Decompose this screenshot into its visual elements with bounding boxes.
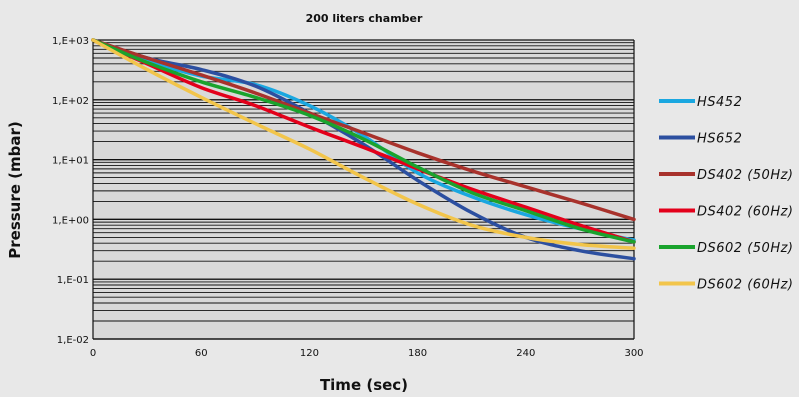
series-line-ds602-60hz [91, 38, 636, 250]
legend-label-hs452: HS452 [697, 95, 742, 110]
tick-labels: 0 60 120 180 240 300 1,E-02 1,E-01 1,E+00 1,E+01 1… [52, 36, 644, 359]
series-line-ds602-50hz [91, 38, 636, 244]
legend-label-ds402-50hz: DS402 (50Hz) [697, 168, 794, 183]
y-tick-label: 1,E+00 [52, 215, 89, 226]
x-tick-label: 180 [408, 348, 427, 359]
legend-label-ds402-60hz: DS402 (60Hz) [697, 205, 794, 220]
legend: HS452 HS652 DS402 (50Hz) DS402 (60Hz) DS602 … [659, 95, 794, 293]
y-tick-label: 1,E-01 [57, 275, 89, 286]
series-line-ds402-60hz [91, 38, 636, 244]
y-tick-label: 1,E+03 [52, 36, 89, 47]
legend-label-ds602-60hz: DS602 (60Hz) [697, 278, 794, 293]
series-line-hs652 [91, 38, 636, 261]
chart-title: 200 liters chamber [306, 12, 423, 25]
series-line-ds402-50hz [91, 38, 636, 222]
x-axis-title: Time (sec) [320, 376, 408, 394]
x-tick-label: 240 [516, 348, 535, 359]
x-tick-label: 0 [90, 348, 96, 359]
series-line-hs452 [91, 38, 636, 242]
axes [92, 40, 635, 340]
y-tick-label: 1,E+01 [52, 156, 89, 167]
y-axis-title: Pressure (mbar) [6, 121, 24, 259]
series-lines [91, 38, 636, 261]
legend-label-ds602-50hz: DS602 (50Hz) [697, 241, 794, 256]
y-tick-label: 1,E-02 [57, 335, 89, 346]
legend-label-hs652: HS652 [697, 132, 742, 147]
x-tick-label: 60 [195, 348, 208, 359]
x-tick-label: 300 [624, 348, 643, 359]
y-tick-label: 1,E+02 [52, 96, 89, 107]
x-tick-label: 120 [300, 348, 319, 359]
